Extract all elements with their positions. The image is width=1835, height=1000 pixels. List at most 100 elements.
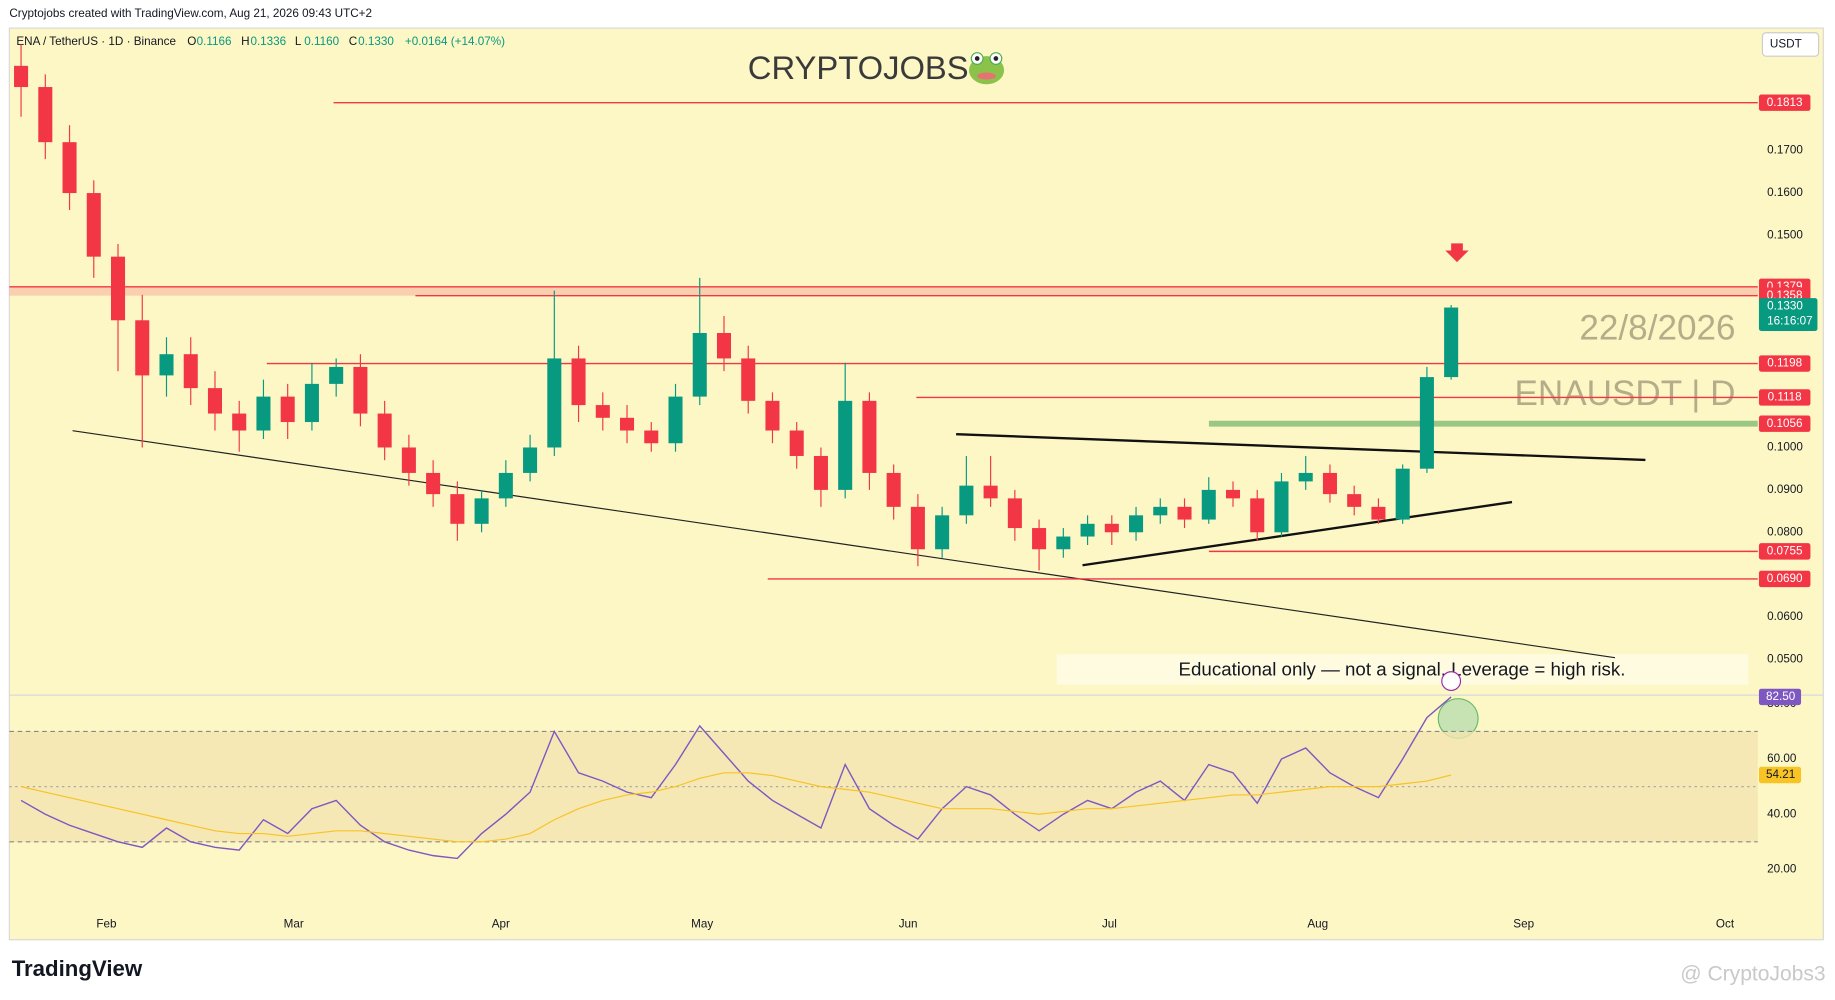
- candle-body: [692, 332, 707, 397]
- ohlc-key: O: [187, 35, 196, 48]
- candle-body: [910, 506, 925, 550]
- note: Educational only — not a signal. Leverag…: [1179, 659, 1626, 680]
- candle-body: [644, 430, 659, 444]
- candle-body: [741, 358, 756, 401]
- y-tick-label: 0.0800: [1767, 525, 1803, 538]
- candle-body: [207, 388, 222, 414]
- candle-body: [1371, 506, 1386, 520]
- currency-button[interactable]: [1761, 32, 1820, 57]
- candle-body: [1056, 536, 1071, 550]
- candle-body: [1177, 506, 1192, 520]
- candle-body: [1444, 307, 1459, 378]
- last-price: 0.1330: [1767, 299, 1803, 312]
- last-price-badge: [1758, 298, 1818, 331]
- candle-body: [595, 405, 610, 418]
- handle: @ CryptoJobs3: [1680, 962, 1825, 985]
- ohlc-key: C: [349, 35, 357, 48]
- rsi-value: 82.50: [1766, 690, 1796, 703]
- brand: TradingView: [12, 956, 143, 981]
- y-tick-label: 0.0600: [1767, 610, 1803, 623]
- candle-body: [401, 447, 416, 473]
- currency: USDT: [1770, 38, 1802, 51]
- candle-body: [426, 472, 441, 495]
- symbol-watermark: ENAUSDT | D: [1515, 374, 1736, 413]
- candle-body: [38, 87, 53, 143]
- level-badge: [1758, 389, 1811, 406]
- candle-body: [1080, 523, 1095, 537]
- level-label: 0.0755: [1767, 544, 1803, 557]
- candle-body: [329, 366, 344, 384]
- trendlines: [72, 243, 1646, 740]
- level-badge: [1758, 570, 1811, 588]
- candle-body: [1007, 498, 1022, 529]
- candle-body: [1419, 377, 1434, 469]
- ohlc-key: H: [241, 35, 249, 48]
- candle-body: [1032, 528, 1047, 550]
- candle-body: [304, 383, 319, 423]
- candle-body: [1298, 472, 1313, 482]
- candle-body: [789, 430, 804, 456]
- candle-body: [86, 193, 101, 257]
- candle-body: [280, 396, 295, 423]
- candle-body: [1395, 468, 1410, 520]
- candle-body: [620, 417, 635, 431]
- rsi-tick-label: 60.00: [1767, 752, 1797, 765]
- rsi-line: [20, 696, 1452, 860]
- change: +0.0164 (+14.07%): [405, 35, 505, 48]
- candle-body: [1322, 472, 1337, 495]
- candle-body: [1250, 498, 1265, 533]
- x-tick-label: Aug: [1307, 918, 1328, 931]
- resistance-zone: [9, 286, 1758, 296]
- x-tick-label: Sep: [1513, 918, 1534, 931]
- candle-body: [959, 485, 974, 516]
- y-tick-label: 0.1000: [1767, 441, 1803, 454]
- candle-body: [1201, 489, 1216, 520]
- ohlc-value: 0.1330: [358, 35, 394, 48]
- candle-body: [1104, 523, 1119, 533]
- level-badge: [1758, 355, 1811, 372]
- x-tick-label: Jun: [899, 918, 918, 931]
- level-badge: [1758, 415, 1811, 432]
- candle-body: [547, 358, 562, 448]
- candle-body: [232, 413, 247, 431]
- candle-body: [62, 142, 77, 194]
- x-tick-label: Mar: [284, 918, 304, 931]
- rsi-value: 54.21: [1766, 768, 1795, 781]
- date-watermark: 22/8/2026: [1579, 308, 1735, 347]
- candle-body: [765, 400, 780, 431]
- y-tick-label: 0.1500: [1767, 229, 1803, 242]
- ohlc-value: 0.1160: [304, 35, 339, 48]
- candle-body: [838, 400, 853, 490]
- candle-body: [668, 396, 683, 444]
- candle-body: [159, 354, 174, 376]
- candle-body: [813, 455, 828, 490]
- countdown: 16:16:07: [1767, 315, 1813, 328]
- candle-body: [474, 498, 489, 524]
- x-tick-label: May: [691, 918, 713, 931]
- rsi-tick-label: 20.00: [1767, 863, 1797, 876]
- level-badge: [1758, 94, 1811, 111]
- watermark-title: CRYPTOJOBS: [748, 49, 969, 86]
- y-tick-label: 0.0900: [1767, 483, 1803, 496]
- ohlc-legend: O 0.1166 H 0.1336 L 0.1160 C 0.1330 +0.0164 (+14…: [187, 35, 505, 48]
- candle-body: [983, 485, 998, 499]
- y-tick-label: 0.1700: [1767, 144, 1803, 157]
- level-label: 0.1198: [1767, 357, 1802, 370]
- candle-body: [1347, 494, 1362, 507]
- candle-body: [571, 358, 586, 406]
- candle-body: [935, 515, 950, 550]
- candle-body: [135, 320, 150, 376]
- ohlc-key: L: [295, 35, 302, 48]
- candle-body: [14, 65, 29, 88]
- candle-body: [1225, 489, 1241, 499]
- candle-body: [498, 472, 513, 499]
- ohlc-value: 0.1166: [197, 35, 232, 48]
- ohlc-value: 0.1336: [250, 35, 286, 48]
- candle-body: [183, 354, 198, 389]
- candle-body: [377, 413, 392, 448]
- candle-body: [862, 400, 877, 473]
- candle-body: [353, 366, 368, 414]
- x-tick-label: Jul: [1102, 918, 1117, 931]
- note-box: [1056, 654, 1749, 685]
